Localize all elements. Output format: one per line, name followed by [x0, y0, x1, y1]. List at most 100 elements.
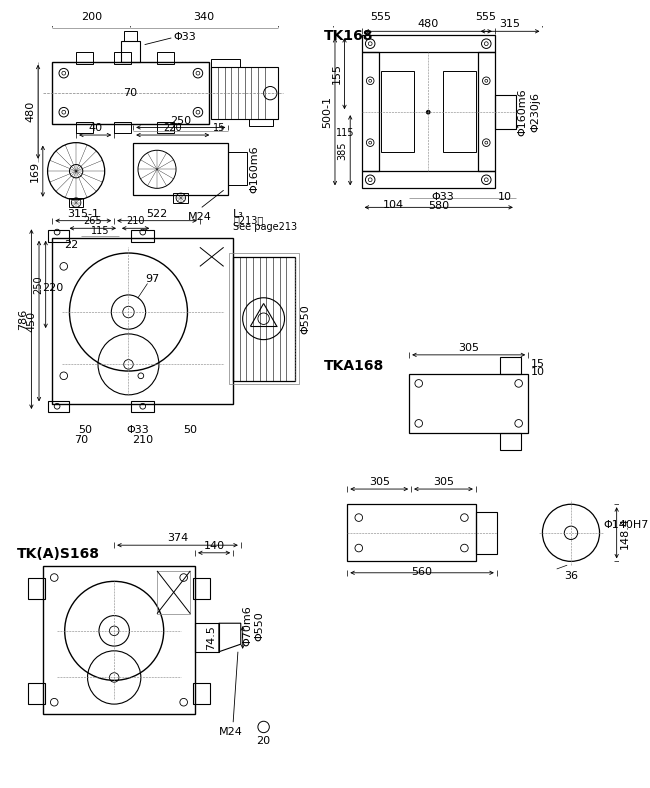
Bar: [361, 171, 495, 188]
Text: 250: 250: [32, 275, 43, 294]
Text: 500-1: 500-1: [322, 95, 332, 128]
Text: 250: 250: [170, 116, 191, 125]
Text: 305: 305: [433, 478, 454, 487]
Bar: [53, 61, 209, 124]
Bar: [233, 257, 295, 381]
Text: M24: M24: [219, 727, 243, 737]
Bar: [443, 71, 476, 152]
Text: 15: 15: [531, 359, 545, 370]
Text: Φ160m6: Φ160m6: [517, 88, 528, 136]
Text: 50: 50: [79, 426, 93, 435]
Bar: [173, 193, 188, 203]
Bar: [211, 66, 278, 119]
Text: 450: 450: [26, 310, 36, 332]
Text: 385: 385: [337, 141, 347, 159]
Bar: [76, 121, 93, 133]
Text: See page213: See page213: [233, 222, 297, 232]
Bar: [133, 143, 228, 195]
Text: 36: 36: [564, 571, 578, 581]
Text: 220: 220: [163, 123, 182, 133]
Text: 374: 374: [167, 533, 188, 543]
Bar: [193, 683, 211, 704]
Text: 155: 155: [332, 63, 342, 84]
Bar: [70, 198, 83, 207]
Text: 140: 140: [203, 541, 225, 551]
Bar: [478, 52, 495, 171]
Text: 115: 115: [90, 226, 109, 236]
Text: 200: 200: [81, 12, 102, 22]
Bar: [193, 578, 211, 600]
Text: 40: 40: [88, 123, 102, 133]
Bar: [47, 400, 68, 412]
Text: 20: 20: [257, 737, 270, 746]
Bar: [381, 71, 414, 152]
Text: 220: 220: [42, 283, 64, 293]
Text: Φ550: Φ550: [301, 304, 311, 333]
Text: 104: 104: [383, 199, 404, 210]
Text: Φ140H7: Φ140H7: [603, 520, 649, 530]
Text: 305: 305: [369, 478, 390, 487]
Bar: [410, 374, 528, 433]
Text: 148.4: 148.4: [619, 517, 629, 548]
Bar: [476, 512, 497, 554]
Text: M24: M24: [188, 212, 212, 222]
Text: 786: 786: [19, 309, 29, 330]
Text: 70: 70: [124, 88, 137, 98]
Circle shape: [426, 110, 430, 114]
Text: Φ230j6: Φ230j6: [530, 92, 540, 132]
Bar: [27, 578, 45, 600]
Text: 315: 315: [500, 20, 521, 29]
Text: TK(A)S168: TK(A)S168: [17, 547, 100, 561]
Text: 555: 555: [475, 12, 496, 22]
Text: 97: 97: [145, 273, 159, 284]
Bar: [157, 52, 174, 64]
Text: 10: 10: [531, 367, 545, 377]
Bar: [228, 152, 248, 185]
Bar: [124, 32, 137, 41]
Text: 580: 580: [428, 201, 449, 211]
Text: TK168: TK168: [324, 29, 373, 43]
Text: 522: 522: [146, 209, 168, 219]
Bar: [114, 121, 131, 133]
Text: 22: 22: [64, 240, 79, 251]
Bar: [131, 230, 154, 242]
Bar: [121, 41, 140, 61]
Bar: [361, 52, 379, 171]
Text: Φ70m6: Φ70m6: [242, 606, 253, 646]
Text: 560: 560: [411, 567, 432, 577]
Bar: [250, 119, 273, 126]
Text: 315-1: 315-1: [67, 209, 99, 219]
Text: 74.5: 74.5: [206, 625, 216, 650]
Bar: [500, 357, 521, 374]
Bar: [43, 566, 195, 714]
Bar: [229, 253, 299, 385]
Text: Φ33: Φ33: [431, 192, 454, 203]
Bar: [53, 238, 233, 404]
Text: TKA168: TKA168: [324, 359, 384, 373]
Bar: [347, 504, 476, 561]
Bar: [114, 52, 131, 64]
Bar: [495, 95, 516, 129]
Text: 265: 265: [83, 217, 102, 226]
Bar: [500, 433, 521, 450]
Text: Φ33: Φ33: [173, 32, 196, 42]
Bar: [27, 683, 45, 704]
Bar: [157, 571, 190, 614]
Bar: [211, 59, 240, 66]
Bar: [131, 400, 154, 412]
Text: L₃: L₃: [233, 209, 243, 219]
Text: Φ160m6: Φ160m6: [250, 146, 259, 193]
Text: Φ550: Φ550: [254, 611, 264, 641]
Bar: [361, 35, 495, 52]
Bar: [157, 121, 174, 133]
Bar: [195, 623, 219, 652]
Text: 115: 115: [335, 128, 354, 138]
Text: 210: 210: [132, 435, 153, 444]
Text: 480: 480: [417, 20, 439, 29]
Text: 见213页: 见213页: [233, 215, 263, 225]
Text: 480: 480: [25, 101, 35, 122]
Text: 305: 305: [458, 343, 479, 353]
Bar: [76, 52, 93, 64]
Text: 10: 10: [499, 192, 512, 203]
Text: 70: 70: [74, 435, 88, 444]
